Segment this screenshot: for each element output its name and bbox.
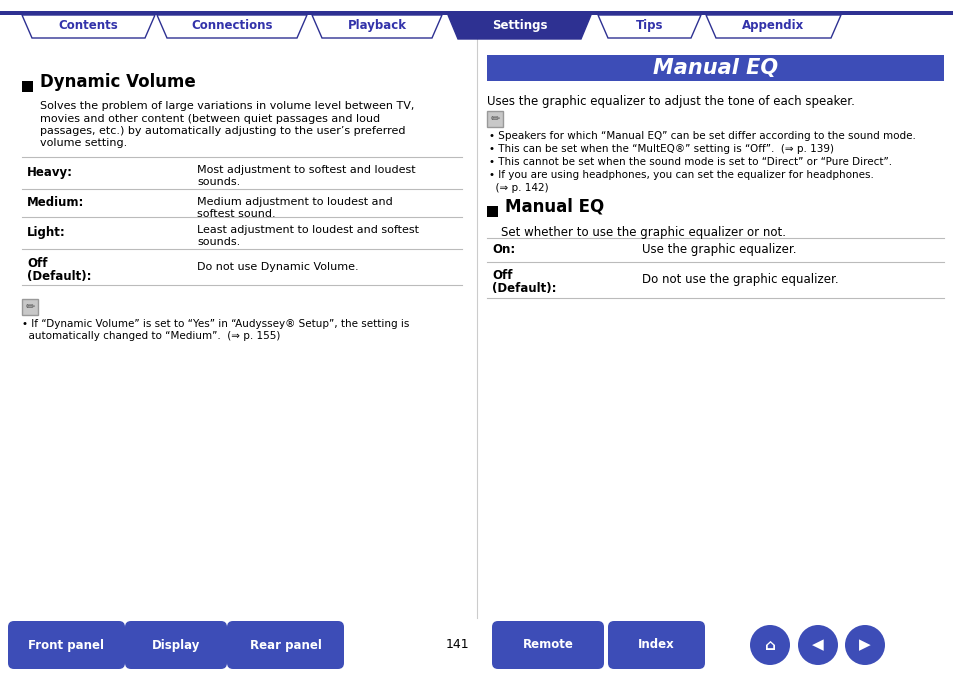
Text: • Speakers for which “Manual EQ” can be set differ according to the sound mode.: • Speakers for which “Manual EQ” can be … xyxy=(489,131,915,141)
Text: Rear panel: Rear panel xyxy=(250,639,321,651)
Text: Playback: Playback xyxy=(347,19,406,32)
Text: Most adjustment to softest and loudest: Most adjustment to softest and loudest xyxy=(196,165,416,175)
Text: Off: Off xyxy=(27,257,48,270)
Text: (Default):: (Default): xyxy=(27,270,91,283)
Bar xyxy=(22,299,38,315)
Text: ✏: ✏ xyxy=(26,302,34,312)
Polygon shape xyxy=(448,15,590,39)
Bar xyxy=(22,81,33,92)
Text: Uses the graphic equalizer to adjust the tone of each speaker.: Uses the graphic equalizer to adjust the… xyxy=(486,95,854,108)
Text: Manual EQ: Manual EQ xyxy=(504,198,603,216)
Text: ◀: ◀ xyxy=(811,637,823,653)
FancyBboxPatch shape xyxy=(607,621,704,669)
Text: Tips: Tips xyxy=(635,19,662,32)
Text: Manual EQ: Manual EQ xyxy=(652,58,778,78)
Text: ✏: ✏ xyxy=(490,114,499,124)
Text: Light:: Light: xyxy=(27,227,66,240)
Text: automatically changed to “Medium”.  (⇒ p. 155): automatically changed to “Medium”. (⇒ p.… xyxy=(22,331,280,341)
FancyBboxPatch shape xyxy=(8,621,125,669)
FancyBboxPatch shape xyxy=(227,621,344,669)
Text: Set whether to use the graphic equalizer or not.: Set whether to use the graphic equalizer… xyxy=(500,226,785,239)
Text: Contents: Contents xyxy=(58,19,118,32)
Text: Remote: Remote xyxy=(522,639,573,651)
Text: volume setting.: volume setting. xyxy=(40,139,127,149)
Bar xyxy=(486,111,502,127)
Text: (⇒ p. 142): (⇒ p. 142) xyxy=(489,183,548,193)
Bar xyxy=(486,55,943,81)
Text: (Default):: (Default): xyxy=(492,282,556,295)
FancyBboxPatch shape xyxy=(492,621,603,669)
Polygon shape xyxy=(22,15,154,38)
Text: Settings: Settings xyxy=(491,20,547,32)
Text: Dynamic Volume: Dynamic Volume xyxy=(40,73,195,91)
Text: Off: Off xyxy=(492,269,512,282)
Text: Display: Display xyxy=(152,639,200,651)
Text: Index: Index xyxy=(638,639,674,651)
Text: Connections: Connections xyxy=(191,19,273,32)
Text: sounds.: sounds. xyxy=(196,178,240,188)
Polygon shape xyxy=(598,15,700,38)
Text: Do not use Dynamic Volume.: Do not use Dynamic Volume. xyxy=(196,262,358,272)
Polygon shape xyxy=(705,15,841,38)
Bar xyxy=(486,206,497,217)
Text: Least adjustment to loudest and softest: Least adjustment to loudest and softest xyxy=(196,225,418,235)
Text: • If you are using headphones, you can set the equalizer for headphones.: • If you are using headphones, you can s… xyxy=(489,170,873,180)
Text: On:: On: xyxy=(492,244,515,256)
Text: ⌂: ⌂ xyxy=(763,637,775,653)
Text: • If “Dynamic Volume” is set to “Yes” in “Audyssey® Setup”, the setting is: • If “Dynamic Volume” is set to “Yes” in… xyxy=(22,319,409,329)
Text: movies and other content (between quiet passages and loud: movies and other content (between quiet … xyxy=(40,114,379,124)
Text: Solves the problem of large variations in volume level between TV,: Solves the problem of large variations i… xyxy=(40,101,414,111)
Text: passages, etc.) by automatically adjusting to the user’s preferred: passages, etc.) by automatically adjusti… xyxy=(40,126,405,136)
Text: softest sound.: softest sound. xyxy=(196,209,275,219)
Text: ▶: ▶ xyxy=(859,637,870,653)
Circle shape xyxy=(749,625,789,665)
Text: Heavy:: Heavy: xyxy=(27,166,73,180)
Text: Do not use the graphic equalizer.: Do not use the graphic equalizer. xyxy=(641,273,838,287)
Polygon shape xyxy=(312,15,441,38)
Text: • This can be set when the “MultEQ®” setting is “Off”.  (⇒ p. 139): • This can be set when the “MultEQ®” set… xyxy=(489,144,833,154)
Text: sounds.: sounds. xyxy=(196,238,240,248)
Circle shape xyxy=(844,625,884,665)
Text: Front panel: Front panel xyxy=(29,639,105,651)
Circle shape xyxy=(797,625,837,665)
Text: Appendix: Appendix xyxy=(741,19,803,32)
Text: 141: 141 xyxy=(445,639,468,651)
Text: Medium adjustment to loudest and: Medium adjustment to loudest and xyxy=(196,197,393,207)
Bar xyxy=(0,11,953,15)
Text: • This cannot be set when the sound mode is set to “Direct” or “Pure Direct”.: • This cannot be set when the sound mode… xyxy=(489,157,891,167)
Text: Medium:: Medium: xyxy=(27,197,84,209)
Polygon shape xyxy=(157,15,307,38)
FancyBboxPatch shape xyxy=(125,621,227,669)
Text: Use the graphic equalizer.: Use the graphic equalizer. xyxy=(641,244,796,256)
